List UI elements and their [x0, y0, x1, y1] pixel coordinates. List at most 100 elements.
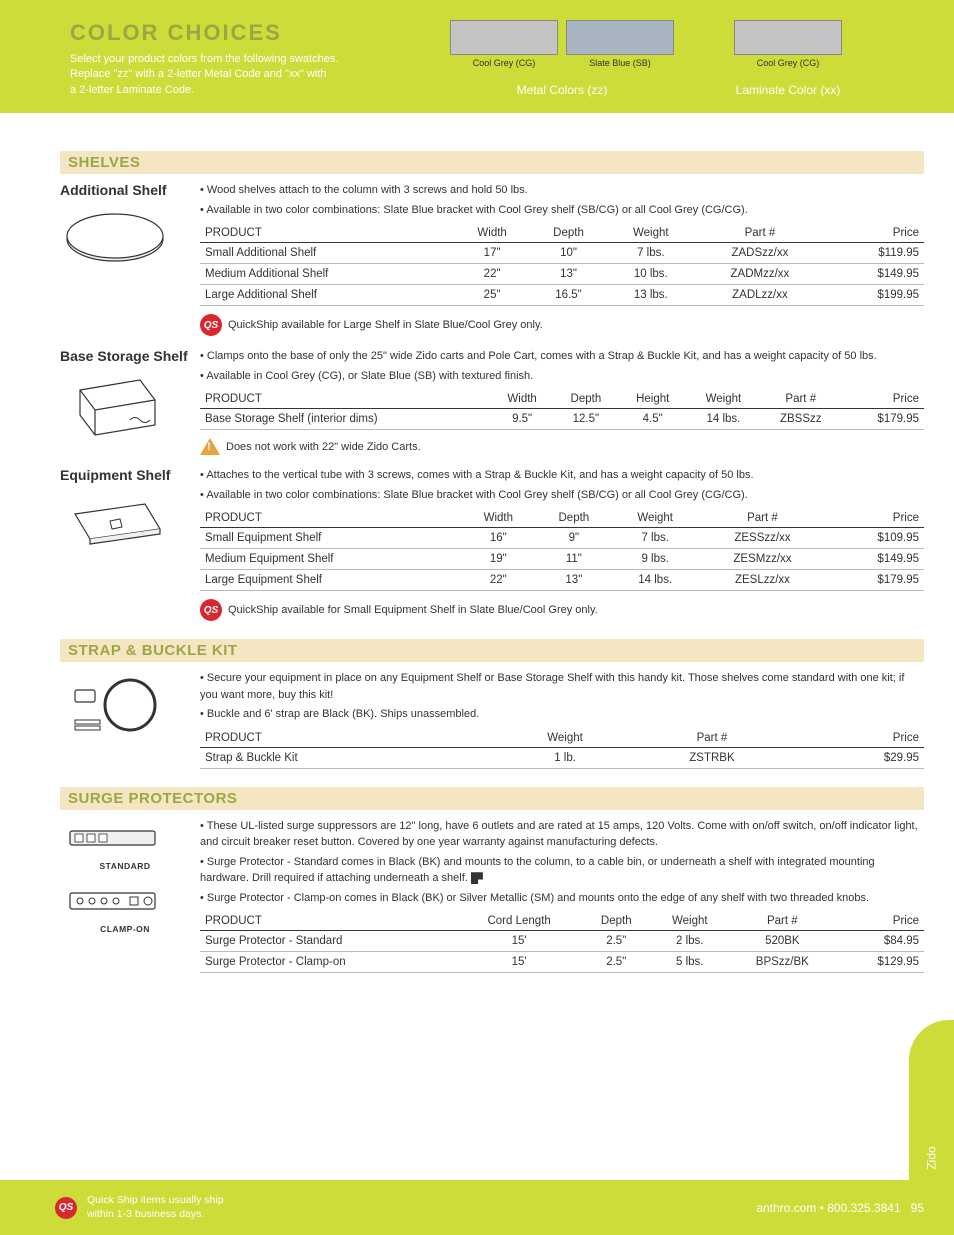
col-product: PRODUCT: [200, 509, 461, 528]
col-weight: Weight: [687, 390, 760, 409]
surge-bullet1: These UL-listed surge suppressors are 12…: [200, 818, 924, 851]
drill-icon: [471, 872, 483, 884]
cell: 16.5": [530, 285, 608, 306]
col-height: Height: [618, 390, 687, 409]
equip-bullet1: Attaches to the vertical tube with 3 scr…: [200, 467, 924, 484]
table-row: Strap & Buckle Kit1 lb.ZSTRBK$29.95: [200, 747, 924, 768]
col-depth: Depth: [553, 390, 618, 409]
table-row: Base Storage Shelf (interior dims)9.5"12…: [200, 409, 924, 430]
cell: 10 lbs.: [607, 264, 694, 285]
side-tab: Zido: [909, 1020, 954, 1180]
cell: 9 lbs.: [612, 549, 698, 570]
col-depth: Depth: [582, 912, 651, 931]
col-weight: Weight: [651, 912, 729, 931]
qs-text: QuickShip available for Large Shelf in S…: [228, 319, 543, 331]
cell: 9.5": [491, 409, 554, 430]
cell: 2.5": [582, 931, 651, 952]
cell: ZADLzz/xx: [694, 285, 825, 306]
col-width: Width: [461, 509, 535, 528]
footer-line1: Quick Ship items usually ship: [87, 1194, 224, 1206]
footer-contact: anthro.com • 800.325.3841: [756, 1201, 900, 1215]
col-price: Price: [827, 509, 924, 528]
quickship-note: QSQuickShip available for Large Shelf in…: [200, 314, 924, 336]
cell: Medium Additional Shelf: [200, 264, 455, 285]
clampon-label: CLAMP-ON: [60, 924, 190, 934]
col-depth: Depth: [535, 509, 612, 528]
cell: $109.95: [827, 528, 924, 549]
cell: Small Additional Shelf: [200, 243, 455, 264]
footer-right: anthro.com • 800.325.3841 95: [756, 1201, 924, 1215]
warning-icon: [200, 438, 220, 455]
cell: 520BK: [729, 931, 836, 952]
col-price: Price: [842, 390, 924, 409]
cell: ZESMzz/xx: [698, 549, 827, 570]
table-row: Surge Protector - Clamp-on15'2.5"5 lbs.B…: [200, 952, 924, 973]
cell: $199.95: [826, 285, 924, 306]
qs-icon: QS: [200, 599, 222, 621]
cell: BPSzz/BK: [729, 952, 836, 973]
swatch-cool-grey-laminate: Cool Grey (CG): [734, 20, 842, 68]
cell: 13 lbs.: [607, 285, 694, 306]
cell: 2 lbs.: [651, 931, 729, 952]
col-weight: Weight: [499, 729, 632, 748]
surge-bullet3: Surge Protector - Clamp-on comes in Blac…: [200, 890, 924, 907]
cell: 4.5": [618, 409, 687, 430]
cell: 12.5": [553, 409, 618, 430]
surge-clampon-icon: [60, 881, 170, 921]
table-row: Small Equipment Shelf16"9"7 lbs.ZESSzz/x…: [200, 528, 924, 549]
shelves-section-head: SHELVES: [60, 151, 924, 174]
cell: ZBSSzz: [760, 409, 842, 430]
surge-head-text: SURGE PROTECTORS: [68, 790, 237, 807]
cell: $149.95: [826, 264, 924, 285]
cell: 7 lbs.: [607, 243, 694, 264]
footer-qs-text: Quick Ship items usually ship within 1-3…: [87, 1194, 224, 1221]
cell: Surge Protector - Standard: [200, 931, 457, 952]
equipment-shelf-table: PRODUCT Width Depth Weight Part # Price …: [200, 509, 924, 591]
col-product: PRODUCT: [200, 224, 455, 243]
base-shelf-title: Base Storage Shelf: [60, 348, 190, 364]
additional-shelf-table: PRODUCT Width Depth Weight Part # Price …: [200, 224, 924, 306]
header-title: COLOR CHOICES: [70, 20, 420, 46]
cell: $149.95: [827, 549, 924, 570]
cell: ZESLzz/xx: [698, 570, 827, 591]
surge-b2-text: Surge Protector - Standard comes in Blac…: [200, 856, 875, 885]
strap-bullet2: Buckle and 6' strap are Black (BK). Ship…: [200, 706, 924, 723]
quickship-note: QSQuickShip available for Small Equipmen…: [200, 599, 924, 621]
col-cord: Cord Length: [457, 912, 582, 931]
header-line1: Select your product colors from the foll…: [70, 53, 338, 65]
equipment-shelf-icon: [60, 489, 170, 559]
cell: ZADSzz/xx: [694, 243, 825, 264]
cell: 5 lbs.: [651, 952, 729, 973]
standard-label: STANDARD: [60, 861, 190, 871]
cell: 16": [461, 528, 535, 549]
cell: 9": [535, 528, 612, 549]
cell: 10": [530, 243, 608, 264]
header-line3: a 2-letter Laminate Code.: [70, 84, 194, 96]
cell: Small Equipment Shelf: [200, 528, 461, 549]
cell: 15': [457, 952, 582, 973]
cell: 25": [455, 285, 530, 306]
cell: 11": [535, 549, 612, 570]
swatch-sb-label: Slate Blue (SB): [566, 58, 674, 68]
qs-icon: QS: [55, 1197, 77, 1219]
cell: 19": [461, 549, 535, 570]
col-part: Part #: [698, 509, 827, 528]
col-part: Part #: [631, 729, 792, 748]
header-instructions: Select your product colors from the foll…: [70, 52, 420, 98]
surge-bullet2: Surge Protector - Standard comes in Blac…: [200, 854, 924, 887]
base-shelf-table: PRODUCT Width Depth Height Weight Part #…: [200, 390, 924, 430]
col-width: Width: [491, 390, 554, 409]
cell: Surge Protector - Clamp-on: [200, 952, 457, 973]
col-price: Price: [826, 224, 924, 243]
cell: ZESSzz/xx: [698, 528, 827, 549]
col-product: PRODUCT: [200, 912, 457, 931]
additional-shelf-icon: [60, 204, 170, 274]
cell: 15': [457, 931, 582, 952]
col-product: PRODUCT: [200, 729, 499, 748]
cell: Large Equipment Shelf: [200, 570, 461, 591]
cell: 13": [535, 570, 612, 591]
col-price: Price: [836, 912, 924, 931]
table-row: Surge Protector - Standard15'2.5"2 lbs.5…: [200, 931, 924, 952]
equip-bullet2: Available in two color combinations: Sla…: [200, 487, 924, 504]
additional-bullet2: Available in two color combinations: Sla…: [200, 202, 924, 219]
